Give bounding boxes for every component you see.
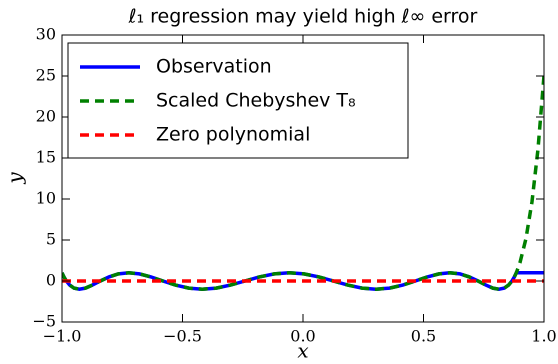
y-tick-label: 5 <box>46 230 56 249</box>
legend-label: Zero polynomial <box>156 124 310 146</box>
y-tick-label: 25 <box>36 66 56 85</box>
legend-label: Observation <box>156 56 272 78</box>
plot-lines <box>62 75 544 291</box>
y-tick-label: 15 <box>36 148 56 167</box>
y-tick-label: −5 <box>32 312 56 331</box>
y-tick-label: 10 <box>36 189 56 208</box>
x-axis-label: x <box>297 339 308 363</box>
chart-title: ℓ₁ regression may yield high ℓ∞ error <box>128 6 478 28</box>
x-tick-label: 1.0 <box>531 327 556 346</box>
x-tick-label: −0.5 <box>163 327 202 346</box>
y-tick-label: 30 <box>36 25 56 44</box>
legend-box <box>67 42 409 159</box>
legend-label: Scaled Chebyshev T₈ <box>156 90 356 112</box>
y-tick-label: 0 <box>46 271 56 290</box>
x-tick-label: 0.5 <box>411 327 436 346</box>
y-axis-label: y <box>3 172 27 185</box>
y-tick-label: 20 <box>36 107 56 126</box>
x-tick-label: −1.0 <box>43 327 82 346</box>
x-tick-label: 0.0 <box>290 327 315 346</box>
